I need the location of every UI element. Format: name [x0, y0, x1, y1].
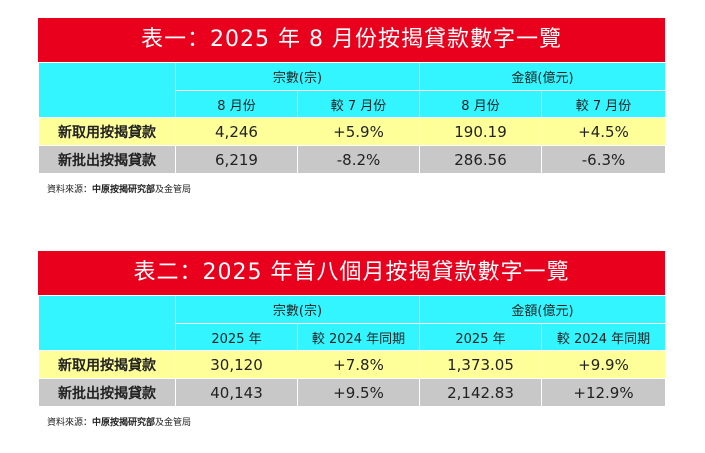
table-cell: 1,373.05 [419, 350, 541, 378]
table-1-grid: 宗數(宗) 金額(億元) 8 月份 較 7 月份 8 月份 較 7 月份 新取用… [38, 62, 665, 173]
sub-header: 2025 年 [419, 323, 541, 350]
sub-header: 8 月份 [419, 90, 541, 117]
table-cell: 6,219 [175, 145, 297, 173]
header-corner [38, 62, 175, 117]
table-2: 表二：2025 年首八個月按揭貸款數字一覽 宗數(宗) 金額(億元) 2025 … [38, 251, 665, 406]
source-bold: 中原按揭研究部 [92, 185, 156, 195]
row-label: 新批出按揭貸款 [38, 145, 175, 173]
table-cell: 190.19 [419, 117, 541, 145]
sub-header: 較 2024 年同期 [541, 323, 665, 350]
row-label: 新批出按揭貸款 [38, 378, 175, 406]
table-cell: +9.5% [297, 378, 419, 406]
header-corner [38, 295, 175, 350]
table-cell: +4.5% [541, 117, 665, 145]
row-label: 新取用按揭貸款 [38, 350, 175, 378]
sub-header: 較 7 月份 [541, 90, 665, 117]
sub-header: 8 月份 [175, 90, 297, 117]
table-cell: 40,143 [175, 378, 297, 406]
table-cell: -8.2% [297, 145, 419, 173]
table-cell: +9.9% [541, 350, 665, 378]
source-bold: 中原按揭研究部 [92, 418, 156, 428]
group-header-count: 宗數(宗) [175, 62, 419, 90]
table-2-grid: 宗數(宗) 金額(億元) 2025 年 較 2024 年同期 2025 年 較 … [38, 295, 665, 406]
table-cell: 30,120 [175, 350, 297, 378]
table-cell: +12.9% [541, 378, 665, 406]
table-cell: 286.56 [419, 145, 541, 173]
table-cell: 2,142.83 [419, 378, 541, 406]
table-2-title: 表二：2025 年首八個月按揭貸款數字一覽 [38, 251, 665, 295]
group-header-count: 宗數(宗) [175, 295, 419, 323]
table-cell: -6.3% [541, 145, 665, 173]
source-note-2: 資料來源：中原按揭研究部及金管局 [47, 418, 192, 428]
group-header-amount: 金額(億元) [419, 62, 665, 90]
source-note-1: 資料來源：中原按揭研究部及金管局 [47, 185, 192, 195]
sub-header: 較 7 月份 [297, 90, 419, 117]
sub-header: 較 2024 年同期 [297, 323, 419, 350]
table-1: 表一：2025 年 8 月份按揭貸款數字一覽 宗數(宗) 金額(億元) 8 月份… [38, 18, 665, 173]
table-cell: 4,246 [175, 117, 297, 145]
sub-header: 2025 年 [175, 323, 297, 350]
row-label: 新取用按揭貸款 [38, 117, 175, 145]
table-cell: +7.8% [297, 350, 419, 378]
table-cell: +5.9% [297, 117, 419, 145]
table-1-title: 表一：2025 年 8 月份按揭貸款數字一覽 [38, 18, 665, 62]
group-header-amount: 金額(億元) [419, 295, 665, 323]
